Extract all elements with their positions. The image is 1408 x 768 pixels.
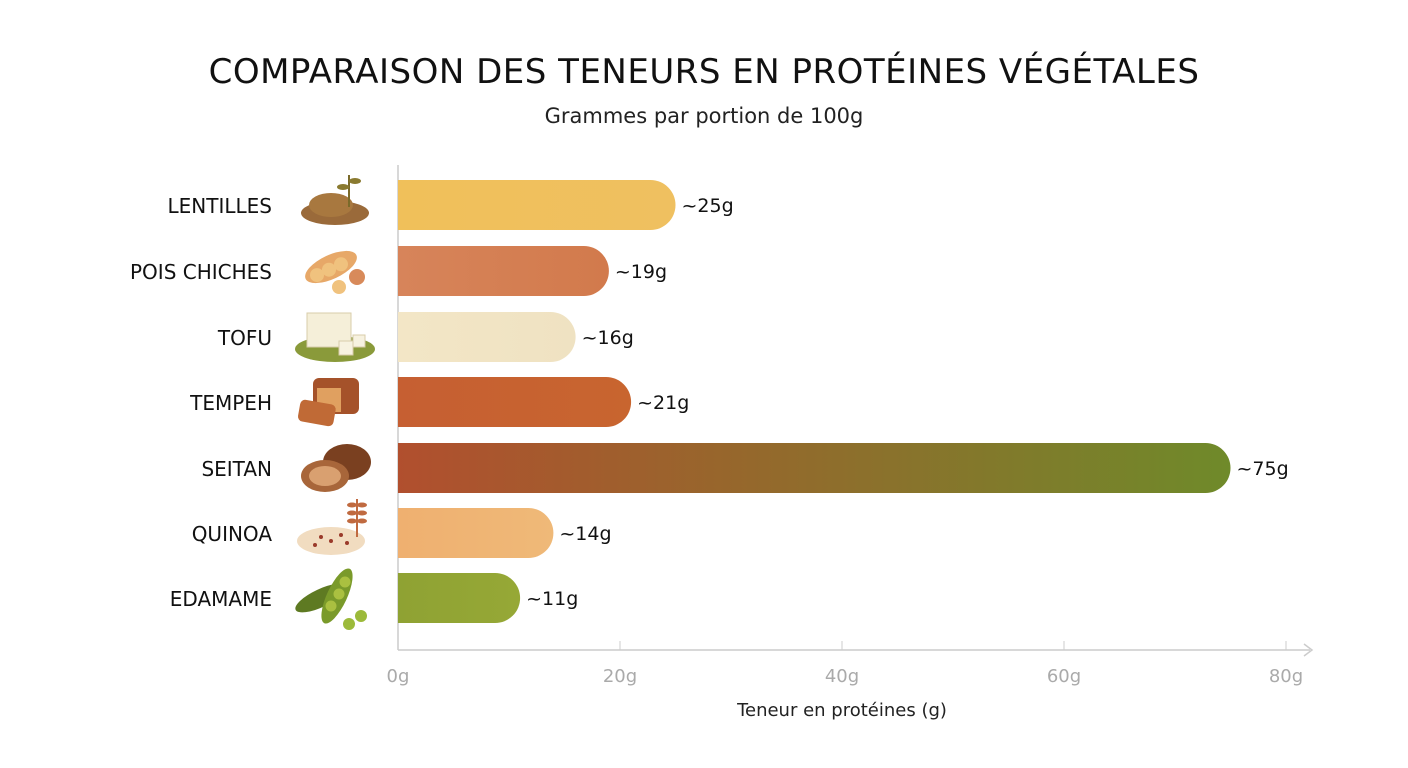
category-label: POIS CHICHES xyxy=(130,260,272,284)
data-label: ~25g xyxy=(682,195,734,217)
x-tick-label: 60g xyxy=(1047,666,1081,687)
x-axis-arrow-icon xyxy=(1303,643,1314,657)
bar xyxy=(398,573,521,623)
bar xyxy=(398,312,576,362)
bar xyxy=(398,508,554,558)
bar xyxy=(398,180,676,230)
tempeh-icon xyxy=(297,378,359,427)
data-label: ~11g xyxy=(526,588,578,610)
bar xyxy=(398,246,609,296)
category-label: LENTILLES xyxy=(168,194,272,218)
bar-group-seitan: ~75g SEITAN xyxy=(201,443,1289,493)
bar xyxy=(398,377,632,427)
bar-group-pois-chiches: ~19g POIS CHICHES xyxy=(130,246,667,296)
bar-group-lentilles: ~25g LENTILLES xyxy=(168,175,734,230)
category-label: EDAMAME xyxy=(170,587,272,611)
bar-group-edamame: ~11g EDAMAME xyxy=(170,568,578,630)
category-label: TEMPEH xyxy=(189,391,272,415)
x-tick-label: 80g xyxy=(1269,666,1303,687)
chickpeas-icon xyxy=(305,250,365,294)
chart-title: COMPARAISON DES TENEURS EN PROTÉINES VÉG… xyxy=(208,52,1200,92)
bar-group-tofu: ~16g TOFU xyxy=(217,312,634,362)
chart-subtitle: Grammes par portion de 100g xyxy=(544,104,864,128)
x-tick-label: 20g xyxy=(603,666,637,687)
lentils-icon xyxy=(301,175,369,225)
tofu-icon xyxy=(295,312,375,362)
data-label: ~16g xyxy=(582,327,634,349)
edamame-icon xyxy=(295,568,367,630)
bar-group-quinoa: ~14g QUINOA xyxy=(192,499,612,558)
category-label: SEITAN xyxy=(201,457,272,481)
seitan-icon xyxy=(301,444,371,492)
data-label: ~75g xyxy=(1237,458,1289,480)
data-label: ~21g xyxy=(637,392,689,414)
data-label: ~19g xyxy=(615,261,667,283)
bar-group-tempeh: ~21g TEMPEH xyxy=(189,377,689,427)
bar xyxy=(398,443,1231,493)
category-label: QUINOA xyxy=(192,522,273,546)
data-label: ~14g xyxy=(559,523,611,545)
x-tick-label: 0g xyxy=(387,666,410,687)
category-label: TOFU xyxy=(217,326,272,350)
x-axis-label: Teneur en protéines (g) xyxy=(736,700,947,721)
x-tick-label: 40g xyxy=(825,666,859,687)
quinoa-icon xyxy=(297,499,367,555)
